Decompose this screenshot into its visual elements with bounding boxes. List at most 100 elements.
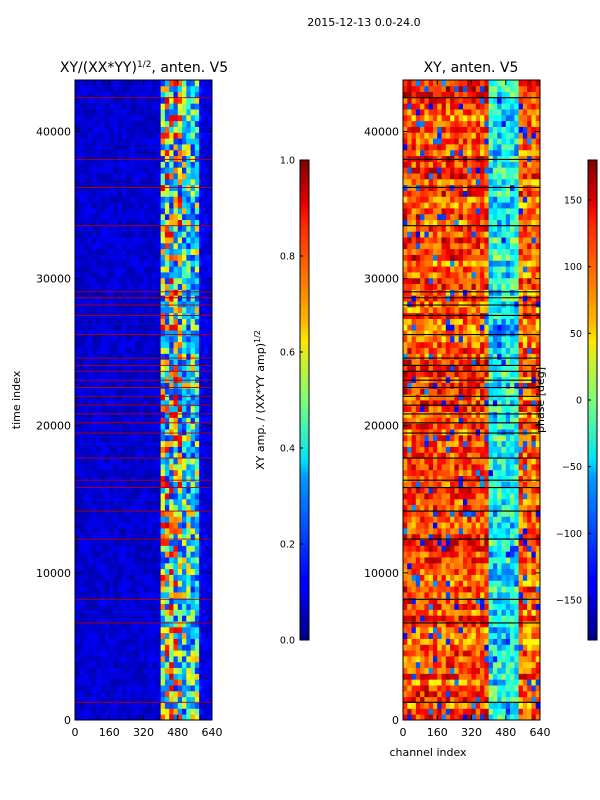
heatmap-cell [164, 80, 170, 87]
heatmap-cell [492, 656, 498, 663]
heatmap-cell [113, 301, 119, 308]
heatmap-cell [164, 440, 170, 447]
heatmap-cell [207, 417, 212, 424]
heatmap-cell [199, 621, 204, 628]
heatmap-cell [190, 487, 196, 494]
heatmap-cell [126, 481, 132, 488]
heatmap-cell [143, 178, 149, 186]
heatmap-cell [104, 324, 110, 331]
heatmap-cell [535, 562, 540, 570]
heatmap-cell [122, 644, 127, 651]
heatmap-cell [173, 440, 179, 447]
heatmap-cell [134, 138, 140, 145]
heatmap-cell [109, 359, 114, 366]
heatmap-cell [160, 97, 166, 104]
heatmap-cell [87, 446, 93, 453]
heatmap-cell [79, 493, 84, 500]
heatmap-cell [437, 487, 442, 494]
heatmap-cell [143, 196, 149, 203]
colorbar-tick-label: 0.8 [280, 252, 295, 263]
heatmap-cell [122, 690, 127, 698]
heatmap-cell [92, 673, 97, 680]
heatmap-cell [190, 295, 196, 302]
heatmap-cell [186, 97, 191, 104]
heatmap-cell [182, 696, 187, 703]
heatmap-cell [164, 714, 170, 720]
heatmap-cell [87, 324, 93, 331]
heatmap-cell [100, 650, 106, 657]
heatmap-cell [424, 586, 430, 593]
heatmap-cell [169, 702, 174, 709]
heatmap-cell [160, 644, 166, 651]
heatmap-cell [505, 533, 511, 541]
heatmap-cell [122, 237, 127, 244]
heatmap-cell [432, 528, 438, 535]
heatmap-cell [458, 615, 464, 622]
heatmap-cell [160, 242, 166, 250]
heatmap-cell [518, 661, 524, 669]
heatmap-cell [75, 586, 80, 593]
heatmap-cell [164, 149, 170, 157]
heatmap-cell [117, 382, 123, 389]
heatmap-cell [109, 568, 114, 575]
heatmap-cell [109, 562, 114, 570]
heatmap-cell [177, 696, 183, 703]
heatmap-cell [143, 592, 149, 599]
heatmap-cell [100, 213, 106, 221]
heatmap-cell [134, 411, 140, 418]
heatmap-cell [415, 498, 421, 506]
heatmap-cell [462, 574, 468, 581]
heatmap-cell [130, 161, 136, 168]
heatmap-cell [194, 522, 200, 529]
heatmap-cell [527, 522, 532, 529]
heatmap-cell [458, 696, 464, 703]
heatmap-cell [164, 551, 170, 558]
heatmap-cell [194, 365, 200, 372]
heatmap-cell [194, 359, 200, 366]
heatmap-cell [173, 702, 179, 709]
heatmap-cell [156, 475, 162, 482]
heatmap-cell [475, 650, 481, 657]
heatmap-cell [104, 661, 110, 669]
heatmap-cell [428, 592, 434, 599]
heatmap-cell [104, 626, 110, 634]
heatmap-cell [96, 464, 102, 471]
heatmap-cell [177, 353, 183, 360]
heatmap-cell [403, 638, 408, 645]
heatmap-cell [177, 487, 183, 494]
heatmap-cell [100, 80, 106, 87]
heatmap-cell [531, 522, 537, 529]
heatmap-cell [190, 231, 196, 238]
heatmap-cell [96, 696, 102, 703]
heatmap-cell [467, 638, 472, 645]
heatmap-cell [169, 656, 174, 663]
heatmap-cell [83, 626, 89, 634]
heatmap-cell [92, 469, 97, 477]
heatmap-cell [471, 702, 477, 709]
heatmap-cell [87, 661, 93, 669]
heatmap-cell [130, 347, 136, 354]
heatmap-cell [152, 650, 157, 657]
heatmap-cell [450, 702, 455, 709]
heatmap-cell [488, 516, 494, 523]
heatmap-cell [505, 690, 511, 698]
heatmap-cell [109, 213, 114, 221]
heatmap-cell [130, 173, 136, 180]
heatmap-cell [415, 690, 421, 698]
heatmap-cell [160, 405, 166, 413]
heatmap-cell [428, 650, 434, 657]
heatmap-cell [207, 144, 212, 151]
heatmap-cell [164, 586, 170, 593]
heatmap-cell [467, 562, 472, 570]
heatmap-cell [87, 603, 93, 610]
heatmap-cell [126, 487, 132, 494]
heatmap-cell [462, 696, 468, 703]
heatmap-cell [505, 562, 511, 570]
heatmap-cell [480, 493, 485, 500]
heatmap-cell [134, 446, 140, 453]
heatmap-cell [467, 586, 472, 593]
heatmap-cell [169, 301, 174, 308]
heatmap-cell [411, 504, 417, 511]
heatmap-cell [437, 493, 442, 500]
heatmap-cell [488, 679, 494, 686]
